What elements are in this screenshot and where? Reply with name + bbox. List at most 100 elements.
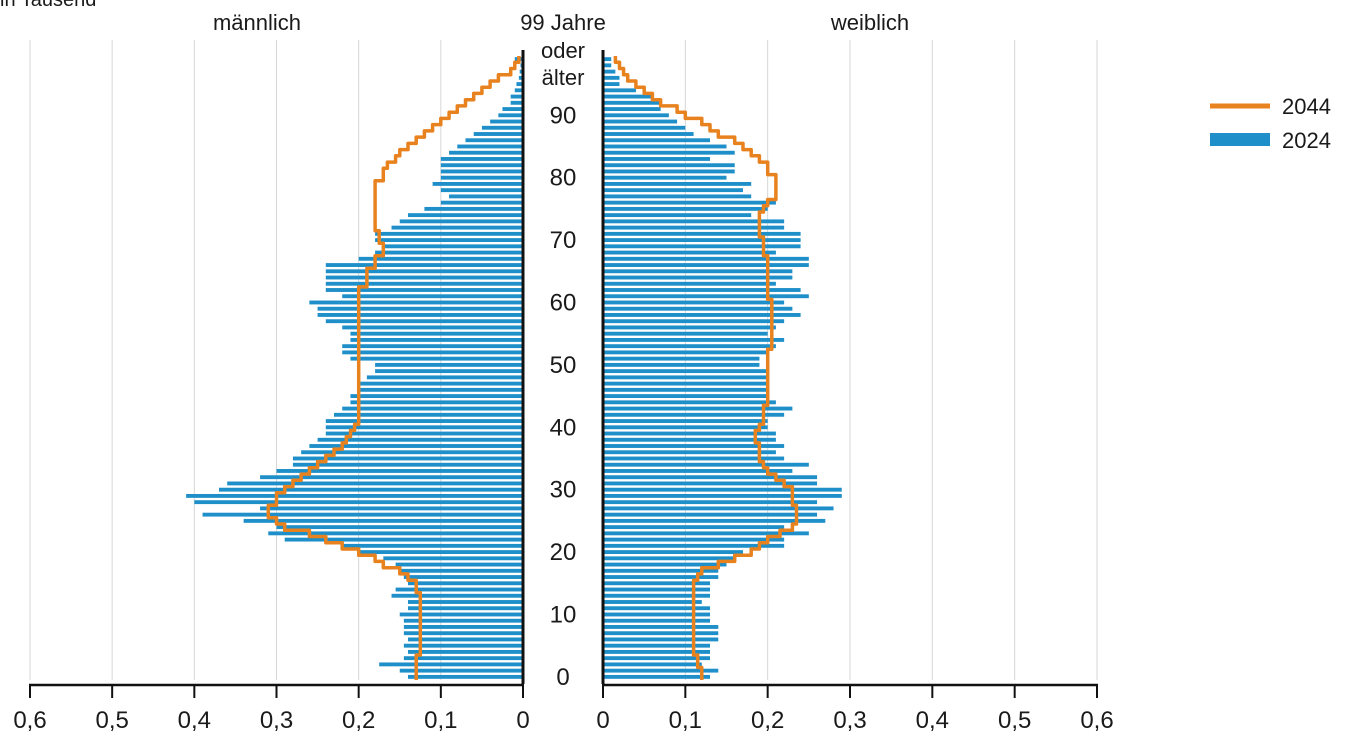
x-tick-label-female: 0,3	[833, 707, 866, 734]
legend-label-2044: 2044	[1282, 94, 1331, 119]
bar-female-2024	[603, 57, 612, 62]
bar-male-2024	[358, 256, 523, 261]
bar-female-2024	[603, 275, 793, 280]
bar-female-2024	[603, 150, 735, 155]
legend: 2044 2024	[1210, 94, 1331, 153]
bar-male-2024	[395, 587, 523, 592]
bar-male-2024	[325, 281, 523, 286]
bar-female-2024	[603, 132, 694, 136]
bar-female-2024	[603, 281, 776, 286]
bar-female-2024	[603, 412, 785, 417]
bar-male-2024	[498, 113, 523, 118]
bar-male-2024	[407, 637, 523, 642]
bar-female-2024	[603, 419, 768, 423]
bar-female-2024	[603, 231, 801, 236]
bar-male-2024	[403, 643, 523, 648]
x-tick-label-female: 0,4	[916, 707, 949, 734]
bar-male-2024	[379, 662, 523, 667]
x-tick-label-male: 0	[516, 707, 529, 734]
bar-female-2024	[603, 362, 760, 367]
age-tick-label: 90	[550, 102, 577, 129]
bar-female-2024	[603, 487, 842, 492]
bar-female-2024	[603, 75, 620, 80]
bar-female-2024	[603, 288, 801, 292]
bar-female-2024	[603, 94, 653, 99]
bar-male-2024	[202, 512, 524, 517]
bar-male-2024	[407, 213, 523, 218]
bar-female-2024	[603, 581, 711, 586]
bar-female-2024	[603, 475, 818, 480]
bar-female-2024	[603, 269, 793, 274]
bar-female-2024	[603, 631, 719, 636]
age-tick-label: 60	[550, 289, 577, 316]
age-tick-label: 80	[550, 165, 577, 192]
bar-male-2024	[284, 537, 523, 542]
age-tick-label: 50	[550, 352, 577, 379]
bar-male-2024	[186, 493, 523, 498]
bar-male-2024	[301, 450, 523, 455]
bar-female-2024	[603, 668, 719, 673]
bar-female-2024	[603, 238, 801, 243]
bar-male-2024	[407, 606, 523, 611]
bar-female-2024	[603, 88, 636, 93]
bar-male-2024	[391, 225, 523, 230]
bar-female-2024	[603, 119, 678, 124]
bar-male-2024	[424, 206, 523, 211]
bar-female-2024	[603, 169, 735, 174]
age-tick-label: 40	[550, 414, 577, 441]
bar-male-2024	[502, 107, 523, 111]
bar-male-2024	[292, 462, 523, 467]
bar-male-2024	[383, 244, 523, 249]
bar-female-2024	[603, 69, 616, 74]
bar-female-2024	[603, 300, 785, 305]
bar-male-2024	[514, 88, 523, 93]
bar-female-2024	[603, 462, 809, 467]
bar-female-2024	[603, 556, 735, 561]
bar-male-2024	[519, 69, 523, 74]
bar-female-2024	[603, 200, 776, 205]
bar-male-2024	[350, 337, 523, 342]
bar-female-2024	[603, 506, 834, 511]
legend-swatch-2024	[1210, 133, 1270, 146]
age-top-label-3: älter	[542, 65, 585, 90]
bar-male-2024	[325, 425, 523, 430]
bar-female-2024	[603, 481, 818, 486]
bar-male-2024	[403, 575, 523, 579]
bar-male-2024	[342, 325, 523, 330]
bar-female-2024	[603, 562, 727, 567]
bar-male-2024	[440, 200, 523, 205]
bar-female-2024	[603, 612, 711, 617]
bar-male-2024	[260, 475, 523, 480]
bar-male-2024	[325, 431, 523, 436]
bar-male-2024	[510, 94, 523, 99]
bar-male-2024	[334, 412, 523, 417]
bar-female-2024	[603, 406, 793, 411]
bar-male-2024	[375, 231, 523, 236]
bar-male-2024	[403, 618, 523, 623]
bar-male-2024	[309, 444, 523, 448]
x-tick-label-female: 0,1	[669, 707, 702, 734]
bar-female-2024	[603, 600, 702, 604]
bar-female-2024	[603, 425, 768, 430]
bar-male-2024	[440, 175, 523, 180]
bar-male-2024	[440, 188, 523, 193]
x-tick-label-female: 0	[596, 707, 609, 734]
bar-female-2024	[603, 493, 842, 498]
bar-female-2024	[603, 525, 785, 530]
bar-female-2024	[603, 250, 776, 255]
bar-female-2024	[603, 649, 711, 654]
bar-male-2024	[518, 75, 523, 80]
bar-male-2024	[399, 568, 523, 573]
bar-female-2024	[603, 656, 711, 661]
bar-female-2024	[603, 381, 768, 386]
bar-male-2024	[375, 238, 523, 243]
bar-female-2024	[603, 181, 752, 186]
bar-male-2024	[358, 387, 523, 392]
bar-male-2024	[325, 275, 523, 280]
bar-male-2024	[440, 169, 523, 174]
bar-male-2024	[276, 469, 523, 473]
bar-female-2024	[603, 350, 768, 355]
bar-female-2024	[603, 469, 793, 473]
bar-male-2024	[449, 194, 523, 199]
